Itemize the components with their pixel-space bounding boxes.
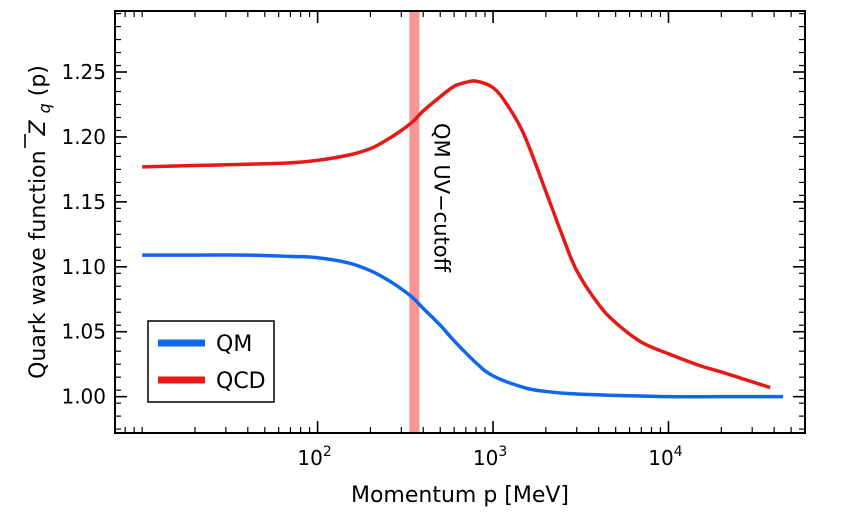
svg-text:Quark wave function Z: Quark wave function Z q (p) [26,65,56,379]
legend-label-qcd: QCD [216,369,266,394]
y-tick-label: 1.15 [61,190,106,214]
y-tick-label: 1.05 [61,320,106,344]
label-layer: 1.00 1.05 1.10 1.15 1.20 1.25 102 103 104 [61,60,682,470]
cutoff-layer: QM UV−cutoff [409,11,453,433]
y-tick-label: 1.10 [61,255,106,279]
legend-box [147,320,275,403]
y-axis-label-symbol: Z [26,119,51,136]
y-axis-label-subscript: q [35,103,54,113]
legend-label-qm: QM [216,332,252,357]
tick-layer [114,11,806,433]
y-tick-label: 1.20 [61,125,106,149]
series-line-qcd [142,79,771,390]
y-tick-label: 1.25 [61,60,106,84]
y-axis-label: Quark wave function Z q (p) [24,65,56,379]
plot-frame [114,10,806,434]
x-tick-label: 103 [473,444,507,470]
cutoff-annotation: QM UV−cutoff [429,123,453,273]
y-tick-label: 1.00 [61,385,106,409]
series-layer [142,79,784,399]
x-axis-label: Momentum p [MeV] [351,483,569,508]
cutoff-band [409,11,420,433]
x-tick-label: 102 [297,444,331,470]
legend: QM QCD [147,320,275,403]
y-axis-label-arg: (p) [26,65,51,96]
y-axis-label-text: Quark wave function [26,150,51,378]
x-tick-label: 104 [648,444,682,470]
series-line-qm [142,253,784,399]
